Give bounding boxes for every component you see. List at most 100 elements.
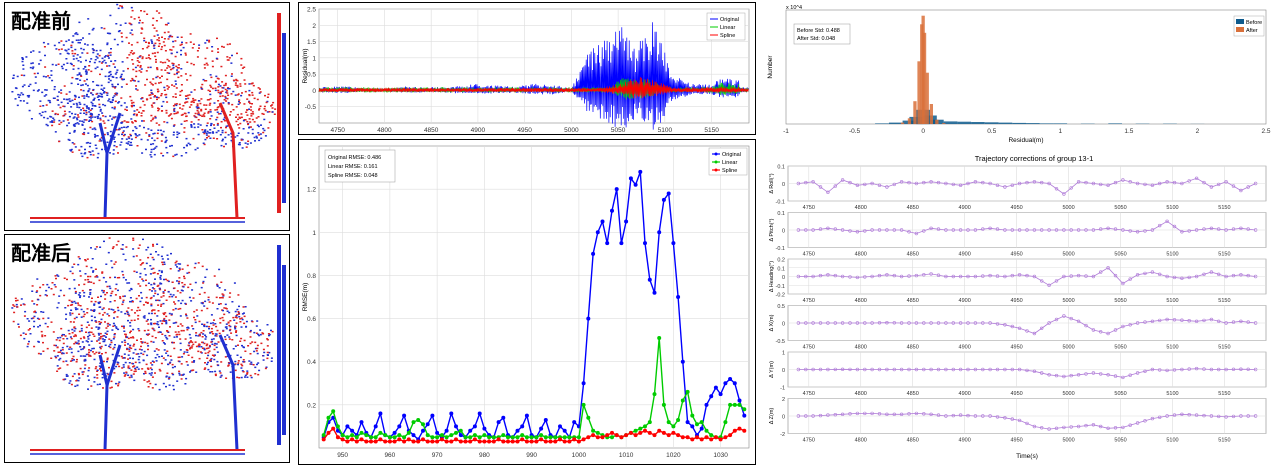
point bbox=[246, 114, 248, 116]
point bbox=[206, 308, 208, 310]
point bbox=[167, 59, 169, 61]
point bbox=[214, 343, 216, 345]
point bbox=[247, 143, 249, 145]
point bbox=[247, 124, 249, 126]
point bbox=[39, 113, 41, 115]
y-tick-label: 0 bbox=[782, 182, 785, 188]
point bbox=[91, 108, 93, 110]
point bbox=[68, 330, 70, 332]
point bbox=[138, 356, 140, 358]
point bbox=[141, 349, 143, 351]
point bbox=[102, 314, 104, 316]
point bbox=[237, 80, 239, 82]
point bbox=[80, 89, 82, 91]
point bbox=[62, 115, 64, 117]
point bbox=[167, 364, 169, 366]
point bbox=[54, 356, 56, 358]
point bbox=[107, 323, 109, 325]
point bbox=[246, 121, 248, 123]
point bbox=[151, 106, 153, 108]
point bbox=[154, 27, 156, 29]
point bbox=[190, 300, 192, 302]
point bbox=[117, 290, 119, 292]
point bbox=[62, 106, 64, 108]
point bbox=[237, 119, 239, 121]
point bbox=[94, 98, 96, 100]
point bbox=[164, 312, 166, 314]
point bbox=[87, 157, 89, 159]
point bbox=[154, 43, 156, 45]
point bbox=[239, 83, 241, 85]
point bbox=[72, 53, 74, 55]
x-tick-label: 5150 bbox=[1218, 252, 1230, 258]
point bbox=[252, 129, 254, 131]
point bbox=[208, 347, 210, 349]
y-tick-label: 0 bbox=[782, 368, 785, 374]
point bbox=[139, 244, 141, 246]
point bbox=[77, 84, 79, 86]
point bbox=[22, 65, 24, 67]
point bbox=[166, 152, 168, 154]
point bbox=[213, 124, 215, 126]
point bbox=[16, 304, 18, 306]
point bbox=[252, 113, 254, 115]
point bbox=[34, 311, 36, 313]
point bbox=[153, 48, 155, 50]
point bbox=[85, 114, 87, 116]
point bbox=[97, 153, 99, 155]
data-point bbox=[383, 440, 387, 444]
point bbox=[217, 351, 219, 353]
point bbox=[131, 78, 133, 80]
point bbox=[58, 124, 60, 126]
point bbox=[178, 64, 180, 66]
point bbox=[86, 79, 88, 81]
point bbox=[257, 345, 259, 347]
point bbox=[18, 97, 20, 99]
data-point bbox=[539, 433, 543, 437]
point bbox=[62, 347, 64, 349]
point bbox=[159, 389, 161, 391]
point bbox=[173, 111, 175, 113]
point bbox=[90, 154, 92, 156]
point bbox=[121, 74, 123, 76]
legend-swatch bbox=[1236, 27, 1244, 32]
y-tick-label: 0.8 bbox=[307, 273, 316, 280]
point bbox=[139, 20, 141, 22]
point bbox=[202, 333, 204, 335]
point bbox=[203, 104, 205, 106]
point bbox=[198, 346, 200, 348]
subplot-y-label: Δ Y(m) bbox=[769, 361, 775, 378]
point bbox=[217, 107, 219, 109]
point bbox=[150, 323, 152, 325]
point bbox=[155, 337, 157, 339]
point bbox=[139, 56, 141, 58]
point bbox=[160, 278, 162, 280]
point bbox=[151, 43, 153, 45]
point bbox=[214, 335, 216, 337]
point bbox=[99, 313, 101, 315]
point bbox=[134, 312, 136, 314]
point bbox=[164, 70, 166, 72]
point bbox=[76, 58, 78, 60]
point bbox=[165, 50, 167, 52]
point bbox=[126, 37, 128, 39]
point bbox=[195, 335, 197, 337]
point bbox=[220, 361, 222, 363]
x-tick-label: 4800 bbox=[855, 391, 867, 397]
point bbox=[264, 95, 266, 97]
point bbox=[129, 345, 131, 347]
point bbox=[225, 127, 227, 129]
point bbox=[211, 314, 213, 316]
point bbox=[246, 377, 248, 379]
point bbox=[183, 131, 185, 133]
point bbox=[108, 65, 110, 67]
point bbox=[209, 345, 211, 347]
point bbox=[274, 108, 276, 110]
point bbox=[171, 296, 173, 298]
point bbox=[71, 77, 73, 79]
point bbox=[101, 27, 103, 29]
point bbox=[109, 277, 111, 279]
point bbox=[254, 140, 256, 142]
point bbox=[189, 297, 191, 299]
